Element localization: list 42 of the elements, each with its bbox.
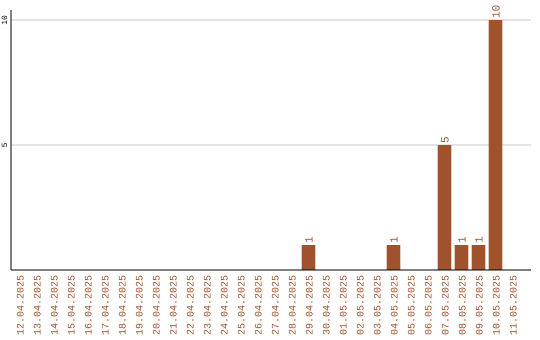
x-tick-label: 07.05.2025 <box>442 275 452 336</box>
x-tick-label: 04.05.2025 <box>390 275 402 336</box>
x-tick-label: 26.04.2025 <box>254 275 266 336</box>
bar <box>302 245 316 270</box>
x-tick-label: 14.04.2025 <box>50 275 62 336</box>
x-tick-label: 25.04.2025 <box>238 275 248 336</box>
bar <box>386 245 400 270</box>
x-tick-label: 10.05.2025 <box>492 275 504 336</box>
x-tick-label: 08.05.2025 <box>458 275 470 336</box>
x-tick-label: 29.04.2025 <box>306 275 316 336</box>
x-tick-label: 17.04.2025 <box>102 275 112 336</box>
x-tick-label: 30.04.2025 <box>322 275 334 336</box>
x-tick-label: 13.04.2025 <box>34 275 44 336</box>
x-tick-label: 20.04.2025 <box>152 275 164 336</box>
x-tick-label: 21.04.2025 <box>170 275 180 336</box>
data-label: 1 <box>304 236 316 243</box>
data-label: 5 <box>440 136 452 143</box>
bar <box>454 245 468 270</box>
x-tick-label: 27.04.2025 <box>272 275 282 336</box>
x-tick-label: 05.05.2025 <box>408 275 418 336</box>
data-label: 1 <box>474 236 486 243</box>
x-tick-label: 11.05.2025 <box>510 275 520 336</box>
bar <box>472 245 486 270</box>
x-tick-label: 16.04.2025 <box>84 275 96 336</box>
x-tick-label: 02.05.2025 <box>356 275 368 336</box>
bar <box>488 20 502 270</box>
x-tick-label: 24.04.2025 <box>220 275 232 336</box>
x-tick-label: 28.04.2025 <box>288 275 300 336</box>
data-label: 10 <box>492 4 504 18</box>
x-tick-label: 12.04.2025 <box>16 275 28 336</box>
data-label: 1 <box>458 236 470 243</box>
x-tick-label: 03.05.2025 <box>374 275 384 336</box>
x-tick-label: 23.04.2025 <box>204 275 214 336</box>
x-tick-label: 09.05.2025 <box>476 275 486 336</box>
x-tick-label: 19.04.2025 <box>136 275 146 336</box>
x-tick-label: 06.05.2025 <box>424 275 436 336</box>
data-label: 1 <box>390 236 402 243</box>
x-tick-label: 15.04.2025 <box>68 275 78 336</box>
bar <box>438 145 452 270</box>
x-tick-label: 22.04.2025 <box>186 275 198 336</box>
x-tick-label: 18.04.2025 <box>118 275 130 336</box>
x-tick-label: 01.05.2025 <box>340 275 350 336</box>
